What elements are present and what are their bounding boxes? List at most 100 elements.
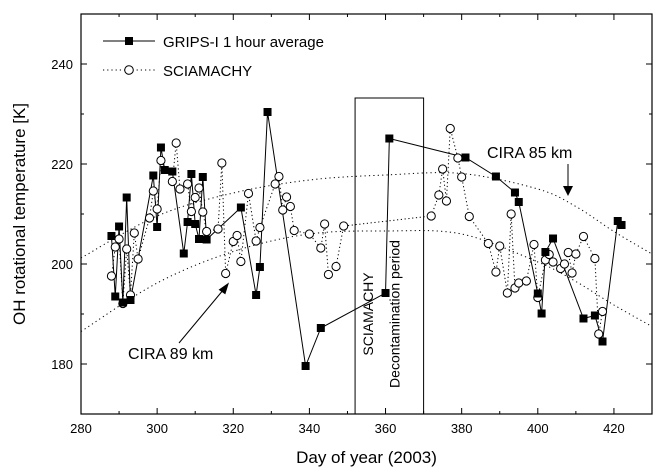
sciamachy-point: [521, 276, 531, 286]
sciamachy-point: [122, 244, 132, 254]
sciamachy-point: [129, 228, 139, 238]
grips-point: [187, 170, 196, 178]
grips-point: [153, 223, 162, 231]
x-tick-label: 400: [527, 421, 549, 436]
grips-point: [160, 166, 169, 174]
sciamachy-point: [281, 192, 292, 202]
decontamination-label-line2: Decontamination period: [387, 240, 403, 388]
grips-point: [149, 171, 158, 180]
sciamachy-point: [255, 222, 265, 233]
sciamachy-point: [491, 267, 501, 277]
grips-point: [579, 314, 588, 323]
sciamachy-point: [278, 205, 288, 215]
sciamachy-point: [156, 155, 166, 166]
sciamachy-point: [270, 179, 280, 189]
legend: GRIPS-I 1 hour average SCIAMACHY: [103, 34, 324, 80]
grips-point: [510, 188, 519, 197]
y-tick-label: 200: [51, 257, 73, 272]
grips-point: [179, 249, 188, 258]
sciamachy-point: [514, 278, 524, 288]
legend-grips-label: GRIPS-I 1 hour average: [163, 34, 324, 51]
x-tick-label: 320: [222, 421, 244, 436]
sciamachy-point: [441, 196, 452, 206]
sciamachy-point: [304, 229, 314, 239]
sciamachy-point: [175, 184, 185, 194]
sciamachy-point: [236, 256, 246, 267]
y-axis-title: OH rotational temperature [K]: [10, 103, 29, 325]
cira-89-curve: [80, 230, 653, 332]
cira-89-arrow-head: [218, 282, 229, 295]
sciamachy-point: [114, 234, 124, 244]
sciamachy-point: [289, 225, 299, 236]
grips-point: [107, 232, 116, 240]
x-tick-label: 300: [146, 421, 168, 436]
sciamachy-point: [548, 257, 558, 267]
sciamachy-point: [217, 158, 227, 168]
grips-point: [590, 311, 599, 320]
x-tick-label: 340: [299, 421, 321, 436]
sciamachy-point: [506, 209, 516, 219]
grips-point: [263, 108, 272, 116]
sciamachy-point: [194, 183, 204, 193]
sciamachy-point: [186, 206, 196, 217]
grips-point: [115, 222, 124, 231]
grips-point: [252, 291, 261, 299]
cira-85-curve: [80, 172, 653, 259]
grips-point: [381, 289, 390, 297]
sciamachy-point: [190, 192, 200, 203]
sciamachy-point: [559, 259, 570, 269]
axes: 280 300 320 340 360 380 400 420 180 200 220 240: [51, 13, 653, 436]
sciamachy-point: [144, 213, 155, 223]
sciamachy-point: [198, 207, 208, 217]
grips-point: [301, 362, 310, 370]
y-tick-label: 240: [51, 57, 73, 72]
grips-point: [198, 173, 207, 181]
grips-point: [156, 143, 165, 152]
grips-point: [236, 203, 245, 212]
sciamachy-point: [251, 236, 261, 246]
grips-point: [255, 263, 264, 271]
sciamachy-point: [339, 221, 349, 231]
x-axis-title: Day of year (2003): [296, 448, 437, 467]
x-tick-label: 380: [451, 421, 473, 436]
x-tick-label: 280: [70, 421, 92, 436]
sciamachy-point: [495, 241, 505, 251]
grips-point: [191, 220, 200, 228]
grips-point: [122, 193, 131, 202]
sciamachy-point: [453, 153, 463, 163]
x-tick-label: 360: [375, 421, 397, 436]
sciamachy-point: [213, 224, 223, 234]
sciamachy-point: [202, 226, 212, 237]
sciamachy-point: [148, 186, 158, 196]
grips-point: [491, 172, 500, 181]
sciamachy-point: [182, 179, 193, 189]
sciamachy-point: [578, 231, 589, 242]
cira-labels: CIRA 85 km CIRA 89 km: [128, 145, 573, 363]
sciamachy-point: [331, 261, 341, 272]
grips-point: [617, 221, 626, 229]
grips-point: [541, 248, 550, 256]
grips-point: [549, 234, 558, 243]
grips-point: [183, 218, 192, 226]
sciamachy-point: [320, 219, 330, 229]
sciamachy-point: [167, 176, 177, 187]
sciamachy-point: [274, 171, 284, 182]
decontamination-label-line1: SCIAMACHY: [360, 272, 376, 356]
sciamachy-point: [426, 211, 436, 221]
cira-curves: [80, 172, 653, 332]
sciamachy-point: [464, 211, 474, 222]
sciamachy-point: [221, 268, 231, 279]
sciamachy-point: [434, 190, 444, 200]
sciamachy-point: [590, 253, 600, 264]
cira-89-arrow: [178, 288, 225, 344]
sciamachy-point: [232, 230, 242, 241]
sciamachy-point: [563, 247, 573, 258]
sciamachy-point: [529, 239, 539, 250]
grips-point: [118, 298, 127, 307]
y-tick-label: 180: [51, 357, 73, 372]
series-layer: [106, 108, 626, 370]
sciamachy-point: [457, 172, 467, 182]
x-tick-label: 420: [603, 421, 625, 436]
sciamachy-point: [110, 242, 120, 252]
